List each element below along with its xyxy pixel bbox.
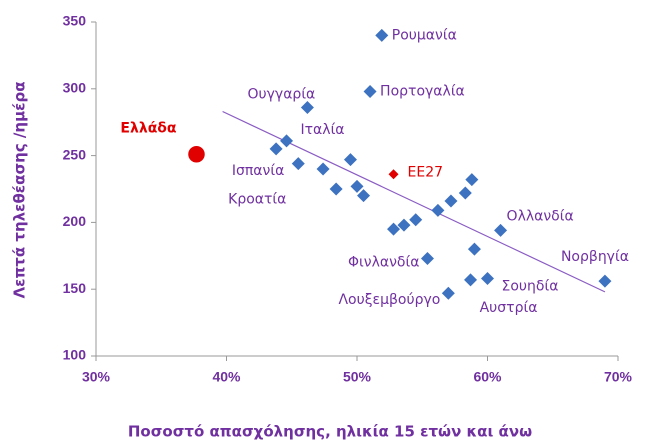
x-tick-label: 60%	[473, 369, 502, 385]
point	[444, 194, 458, 208]
point	[343, 153, 357, 167]
point-label: Ιταλία	[301, 122, 345, 138]
y-axis-title: Λεπτά τηλεθέασης /ημέρα	[11, 81, 29, 298]
point-label: Λουξεμβούργο	[338, 292, 440, 308]
point-label: Αυστρία	[480, 300, 538, 316]
point-label: Φινλανδία	[348, 254, 419, 270]
point	[357, 189, 371, 203]
y-tick-label: 250	[63, 146, 87, 162]
point	[494, 223, 508, 237]
point	[409, 213, 423, 227]
y-tick-label: 350	[63, 13, 87, 29]
point-label: Ρουμανία	[392, 27, 457, 43]
point-label: Πορτογαλία	[380, 83, 465, 99]
point-label: Κροατία	[228, 192, 286, 208]
point	[375, 28, 389, 42]
point	[465, 173, 479, 187]
y-tick-label: 300	[63, 80, 87, 96]
point	[350, 179, 364, 193]
point	[464, 273, 478, 287]
y-tick-label: 200	[63, 213, 87, 229]
y-tick-label: 100	[63, 347, 87, 363]
point-label: Ελλάδα	[120, 120, 177, 136]
point	[363, 84, 377, 98]
point-label: ΕΕ27	[408, 164, 444, 180]
point	[269, 142, 283, 156]
point-label: Ισπανία	[232, 163, 284, 179]
point-label: Ολλανδία	[507, 208, 574, 224]
point	[467, 242, 481, 256]
point	[458, 186, 472, 200]
point	[598, 274, 612, 288]
point	[441, 286, 455, 300]
x-tick-label: 70%	[604, 369, 633, 385]
point	[329, 182, 343, 196]
point	[481, 272, 494, 286]
point	[316, 162, 330, 176]
point-label: Νορβηγία	[561, 249, 629, 265]
y-tick-label: 150	[63, 280, 87, 296]
point	[388, 169, 399, 180]
point-label: Ουγγαρία	[248, 87, 316, 103]
x-tick-label: 30%	[82, 369, 111, 385]
point	[397, 218, 411, 232]
point	[186, 144, 207, 165]
point	[300, 101, 314, 115]
point	[387, 222, 401, 236]
point	[291, 157, 305, 171]
point	[280, 134, 294, 148]
point-label: Σουηδία	[502, 279, 559, 295]
x-axis-title: Ποσοστό απασχόλησης, ηλικία 15 ετών και …	[128, 423, 532, 441]
x-tick-label: 50%	[343, 369, 372, 385]
point	[431, 203, 445, 217]
x-tick-label: 40%	[212, 369, 241, 385]
point	[420, 251, 434, 265]
